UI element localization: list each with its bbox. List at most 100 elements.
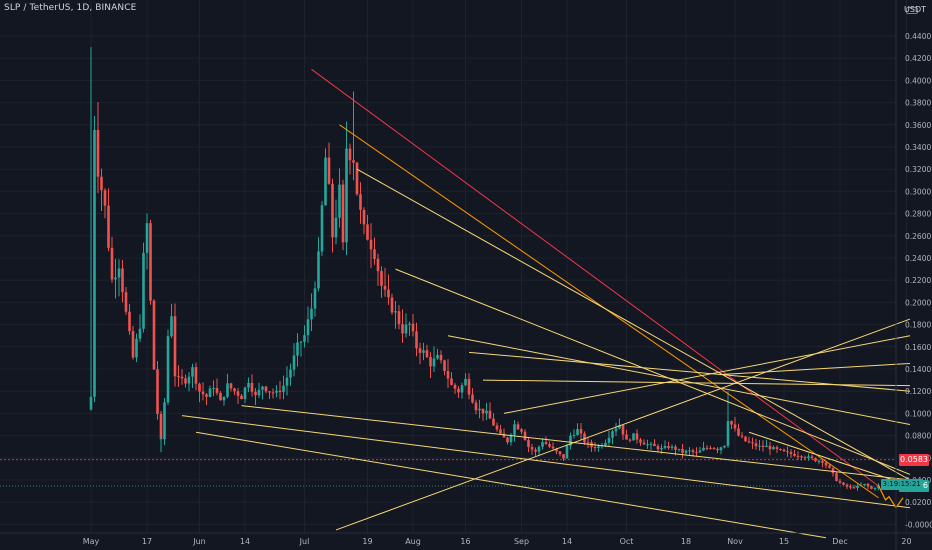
yellow-trendline-11[interactable]	[195, 431, 827, 539]
candle-body	[383, 285, 387, 290]
candle-body	[390, 297, 394, 313]
candle-body	[117, 268, 121, 278]
red-trendline[interactable]	[311, 68, 879, 487]
x-tick-label: 15	[779, 537, 789, 546]
y-tick-label: 0.3800	[905, 99, 931, 108]
candle-body	[184, 378, 187, 384]
candle-body	[800, 456, 803, 458]
candle-body	[772, 447, 775, 450]
candle-body	[233, 388, 236, 392]
candle-body	[446, 370, 450, 379]
candle-body	[275, 390, 278, 393]
candle-body	[492, 418, 495, 426]
candle-body	[208, 388, 212, 397]
candle-body	[719, 447, 723, 451]
candle-body	[394, 311, 397, 313]
candle-body	[681, 448, 684, 453]
time-axis: May 17 Jun 14 Jul 19 Aug 16 Sep 14 Oct 18 Nov 15 Dec 20	[0, 532, 932, 546]
candle-body	[425, 350, 429, 357]
yellow-trendline-6[interactable]	[335, 318, 911, 531]
x-tick-label: Sep	[514, 537, 529, 546]
candle-body	[541, 442, 544, 447]
x-tick-label: 20	[901, 537, 911, 546]
candle-body	[243, 387, 247, 400]
y-tick-label: 0.4400	[905, 32, 931, 41]
y-tick-label: 0.0800	[905, 432, 931, 441]
candle-body	[723, 445, 726, 448]
candle-body	[324, 157, 327, 206]
currency-toggle-icon[interactable]	[906, 7, 918, 14]
yellow-trendline-10[interactable]	[241, 405, 911, 481]
candle-body	[261, 386, 264, 390]
candle-body	[747, 441, 751, 443]
candle-body	[625, 434, 628, 440]
candle-body	[593, 447, 597, 449]
candle-body	[495, 425, 499, 430]
candle-body	[709, 447, 712, 449]
candle-body	[194, 367, 198, 384]
symbol-title[interactable]: SLP / TetherUS, 1D, BINANCE	[4, 3, 137, 13]
y-tick-label: 0.3400	[905, 143, 931, 152]
chart-grid	[0, 0, 907, 533]
candle-body	[835, 473, 838, 481]
x-tick-label: Jun	[192, 537, 206, 546]
candle-body	[110, 247, 114, 280]
candle-body	[345, 148, 348, 243]
candle-body	[380, 271, 383, 286]
candle-body	[369, 239, 373, 250]
x-tick-label: May	[83, 537, 100, 546]
candle-body	[618, 425, 621, 429]
candle-body	[89, 396, 93, 410]
candle-body	[870, 486, 873, 489]
candle-body	[170, 316, 173, 337]
yellow-trendline-12[interactable]	[748, 431, 911, 487]
yellow-trendline-9[interactable]	[181, 415, 911, 509]
candle-body	[807, 456, 810, 458]
candle-body	[688, 450, 691, 452]
price-axis: 0.4400 0.4200 0.4000 0.3800 0.3600 0.3400 0.32…	[895, 0, 932, 550]
candle-body	[303, 335, 306, 342]
candle-body	[793, 454, 796, 456]
candle-body	[149, 223, 152, 301]
candle-body	[163, 402, 166, 440]
candle-body	[751, 442, 754, 444]
yellow-trendline-1[interactable]	[356, 168, 911, 481]
yellow-trendline-8[interactable]	[720, 362, 911, 376]
candle-body	[611, 431, 614, 438]
candle-body	[499, 429, 502, 434]
candle-body	[289, 369, 292, 378]
candle-body	[212, 388, 215, 390]
candle-body	[338, 184, 341, 218]
candle-body	[733, 424, 737, 429]
y-tick-label: 0.3200	[905, 165, 931, 174]
y-tick-label: 0.2200	[905, 276, 931, 285]
yellow-trendline-2[interactable]	[395, 268, 911, 475]
candle-body	[177, 376, 180, 378]
candle-body	[166, 336, 170, 403]
unit-label[interactable]: USDT	[904, 5, 926, 14]
candle-body	[222, 396, 226, 401]
candle-body	[621, 425, 625, 435]
candle-body	[341, 184, 345, 243]
candle-body	[534, 449, 537, 452]
candle-body	[250, 382, 254, 392]
projection-path[interactable]	[877, 485, 904, 509]
y-tick-label: 0.1800	[905, 321, 931, 330]
candle-body	[114, 277, 117, 280]
candle-body	[173, 316, 177, 377]
candle-body	[712, 448, 716, 450]
candle-body	[145, 223, 149, 253]
candle-body	[583, 433, 586, 443]
candle-body	[310, 308, 313, 320]
candle-body	[663, 446, 667, 448]
candle-body	[362, 209, 366, 225]
candle-body	[810, 456, 814, 459]
candle-body	[614, 428, 618, 432]
yellow-trendline-5[interactable]	[482, 379, 911, 387]
candle-body	[597, 446, 600, 448]
yellow-trendline-7[interactable]	[503, 335, 911, 414]
trendlines	[0, 68, 911, 539]
candle-body	[299, 341, 303, 343]
yellow-trendline-4[interactable]	[468, 351, 911, 392]
